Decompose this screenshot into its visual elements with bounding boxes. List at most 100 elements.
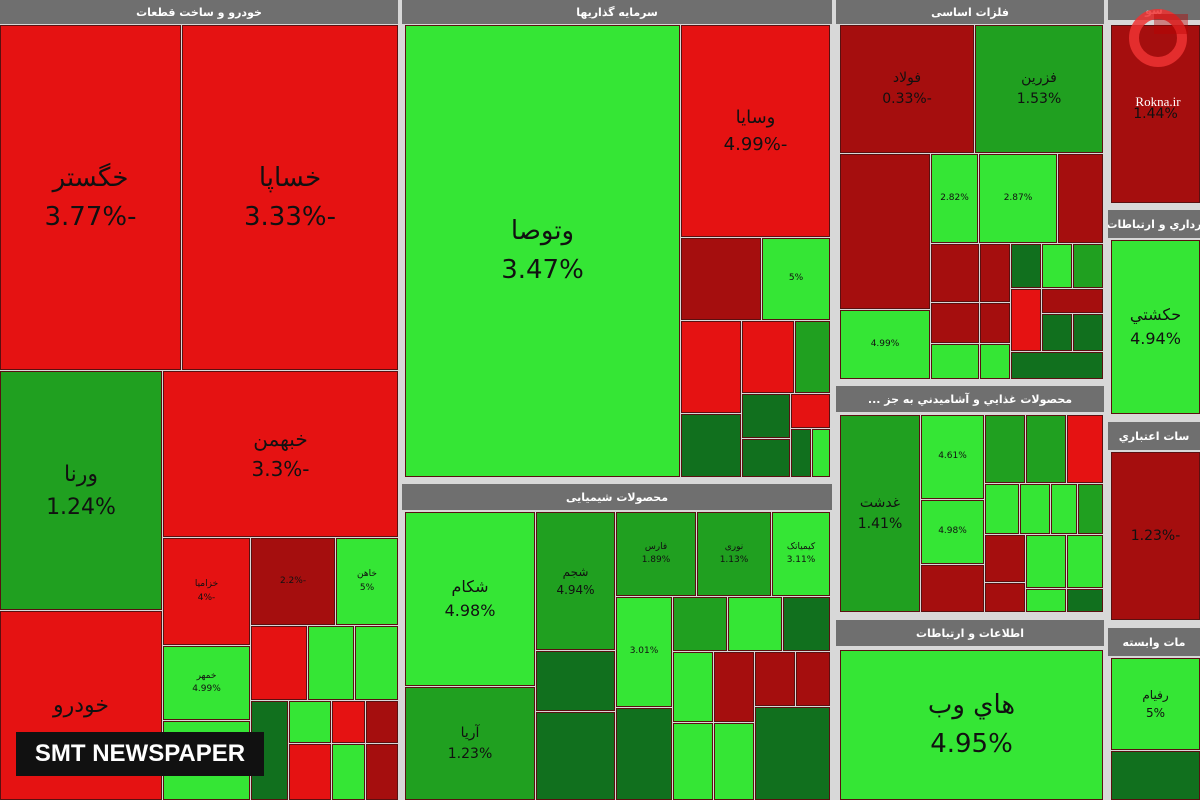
tile (840, 154, 930, 309)
tile (1011, 289, 1041, 351)
tile (755, 707, 830, 800)
tile (536, 712, 615, 800)
tile (1078, 484, 1103, 534)
tile (791, 429, 811, 477)
tile-change: -3.3% (251, 457, 310, 481)
tile (1042, 244, 1072, 288)
sector-header: خودرو و ساخت قطعات (0, 0, 398, 24)
tile (985, 583, 1025, 612)
tile (1111, 751, 1200, 800)
tile-name: خمهر (196, 670, 217, 681)
tile: خساپا -3.33% (182, 25, 398, 370)
tile: 3.01% (616, 597, 672, 707)
tile-name: شکام (451, 577, 489, 596)
tile-change: 1.23% (447, 745, 493, 762)
tile: خمهر 4.99% (163, 646, 250, 720)
tile: 4.98% (921, 500, 984, 564)
tile-name: خگستر (52, 162, 129, 193)
tile: فارس 1.89% (616, 512, 696, 596)
tile (980, 244, 1010, 302)
tile-change: 3.11% (786, 555, 816, 565)
tile-change: 4.99% (870, 338, 900, 349)
tile-change: 2.87% (1003, 192, 1033, 203)
tile-change: 5% (1145, 706, 1166, 720)
tile-name: آریا (460, 724, 480, 741)
sector-header: محصولات شیمیایی (402, 484, 832, 510)
tile-change: -4.99% (723, 134, 788, 155)
tile: غدشت 1.41% (840, 415, 920, 612)
tile (812, 429, 830, 477)
tile-change: 1.89% (641, 555, 671, 565)
tile: خاهن 5% (336, 538, 398, 625)
tile-change: 4.98% (444, 601, 496, 620)
tile: رفيام 5% (1111, 658, 1200, 750)
tile-name: کیمیاتک (786, 541, 816, 552)
tile-name: حکشتي (1129, 305, 1182, 324)
tile (616, 708, 672, 800)
tile (742, 321, 794, 393)
tile-change: 4.95% (930, 729, 1013, 759)
tile (714, 723, 754, 800)
tile (1073, 244, 1103, 288)
tile-change: 5% (788, 273, 804, 284)
tile (1067, 589, 1103, 612)
tile (985, 484, 1019, 534)
tile (1026, 589, 1066, 612)
tile (985, 415, 1025, 483)
tile (536, 651, 615, 711)
tile (980, 303, 1010, 343)
tile (1011, 244, 1041, 288)
tile-name: خبهمن (253, 427, 308, 451)
tile-change: 1.13% (719, 555, 749, 565)
tile (931, 303, 979, 343)
tile (985, 535, 1025, 582)
tile-change: 4.99% (192, 684, 221, 694)
logo (1129, 9, 1188, 67)
tile (791, 394, 830, 428)
tile: 4.99% (840, 310, 930, 379)
sector-header: اطلاعات و ارتباطات (836, 620, 1104, 646)
tile (980, 344, 1010, 379)
tile (1026, 415, 1066, 483)
tile-name: خودرو (53, 693, 110, 718)
tile (681, 414, 741, 477)
tile (931, 344, 979, 379)
tile: 4.61% (921, 415, 984, 499)
tile: شکام 4.98% (405, 512, 535, 686)
tile (1058, 154, 1103, 243)
tile-name: فولاد (892, 70, 922, 86)
tile (366, 744, 398, 800)
tile: 2.87% (979, 154, 1057, 243)
tile (1067, 415, 1103, 483)
tile (681, 321, 741, 413)
tile: -1.23% (1111, 452, 1200, 620)
tile-change: 1.41% (857, 515, 903, 532)
tile: کیمیاتک 3.11% (772, 512, 830, 596)
tile: خگستر -3.77% (0, 25, 181, 370)
tile: حکشتي 4.94% (1111, 240, 1200, 414)
tile-change: -3.33% (244, 201, 336, 232)
sector-header: سرمایه گذاریها (402, 0, 832, 24)
tile-change: 1.24% (46, 494, 116, 520)
tile (366, 701, 398, 743)
tile-change: -3.77% (44, 201, 137, 232)
site-name: Rokna.ir (1135, 94, 1181, 109)
tile: فزرین 1.53% (975, 25, 1103, 153)
tile-change: 1.44% (1133, 105, 1178, 122)
sector-header: رداري و ارتباطات (1108, 210, 1200, 238)
tile-change: 3.01% (629, 646, 659, 657)
tile (332, 701, 365, 743)
tile (681, 238, 761, 320)
tile (921, 565, 984, 612)
tile (1073, 314, 1103, 351)
tile-change: 4.61% (938, 451, 967, 462)
tile: ورنا 1.24% (0, 371, 162, 610)
tile (289, 701, 331, 743)
tile: شجم 4.94% (536, 512, 615, 650)
tile (251, 626, 307, 700)
tile: 2.82% (931, 154, 978, 243)
tile-change: -2.2% (279, 575, 307, 586)
tile (1067, 535, 1103, 588)
tile-name: نوری (724, 541, 744, 552)
tile-change: -4% (197, 592, 216, 603)
